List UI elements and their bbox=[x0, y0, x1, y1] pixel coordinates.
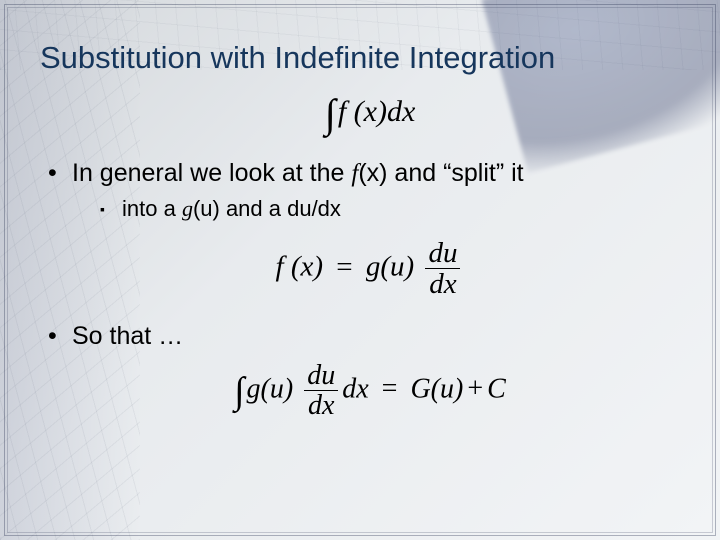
formula-bot-g: g(u) bbox=[247, 373, 294, 404]
formula-integral-fx: ∫f (x)dx bbox=[40, 90, 700, 137]
formula-bot-num: du bbox=[304, 361, 338, 391]
slide-content: Substitution with Indefinite Integration… bbox=[40, 40, 700, 520]
formula-mid-lhs: f (x) bbox=[276, 251, 324, 283]
bullet-list-2: So that … bbox=[40, 322, 700, 351]
formula-bot-frac: du dx bbox=[304, 361, 338, 421]
bullet-list: In general we look at the f(x) and “spli… bbox=[40, 159, 700, 222]
sub-bullet-1-text-a: into a bbox=[122, 196, 182, 221]
slide-title: Substitution with Indefinite Integration bbox=[40, 40, 700, 76]
sub-bullet-1: into a g(u) and a du/dx bbox=[100, 196, 700, 222]
formula-bot-G: G(u) bbox=[410, 373, 463, 404]
bullet-2-text: So that … bbox=[72, 322, 183, 350]
bullet-2: So that … bbox=[48, 322, 700, 351]
formula-bot-den: dx bbox=[304, 391, 338, 420]
formula-bot-dx: dx bbox=[342, 373, 368, 404]
formula-bot-eq: = bbox=[382, 373, 398, 404]
formula-mid-frac: du dx bbox=[425, 238, 460, 300]
sub-bullet-1-g: g bbox=[182, 196, 193, 221]
formula-mid-g: g(u) bbox=[366, 251, 414, 283]
sub-bullet-1-text-b: (u) and a du/dx bbox=[193, 196, 341, 221]
sub-bullet-list: into a g(u) and a du/dx bbox=[72, 196, 700, 222]
formula-bot-plus: + bbox=[467, 373, 483, 404]
bullet-1-text-b: (x) and “split” it bbox=[358, 159, 523, 187]
formula-fx-equals-gu: f (x) = g(u) du dx bbox=[40, 238, 700, 300]
bullet-1-text-a: In general we look at the bbox=[72, 159, 351, 187]
formula-integral-gu: ∫g(u) du dx dx = G(u)+C bbox=[40, 361, 700, 421]
formula-mid-den: dx bbox=[425, 269, 460, 299]
integral-symbol-2-icon: ∫ bbox=[234, 370, 244, 412]
formula-mid-eq: = bbox=[336, 251, 352, 283]
formula-mid-num: du bbox=[425, 238, 460, 269]
integral-symbol-icon: ∫ bbox=[325, 91, 336, 136]
formula-bot-C: C bbox=[487, 373, 506, 404]
bullet-1: In general we look at the f(x) and “spli… bbox=[48, 159, 700, 222]
